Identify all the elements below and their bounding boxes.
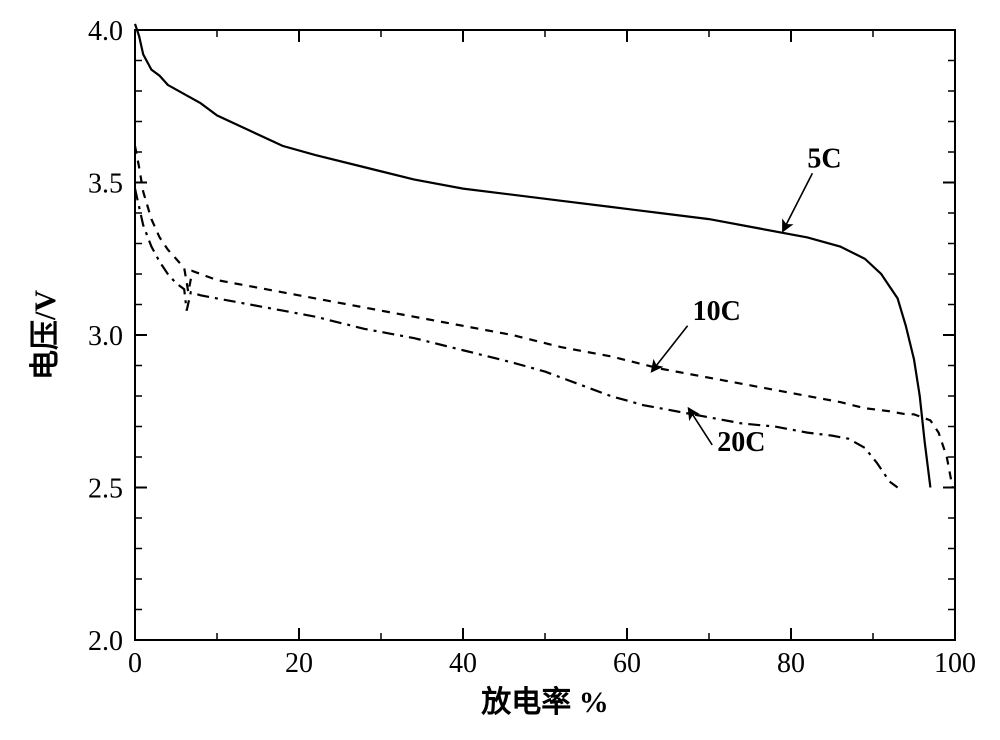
- x-axis-title: 放电率 %: [480, 686, 609, 719]
- x-tick-label: 20: [285, 648, 313, 679]
- y-tick-label: 3.0: [88, 321, 123, 352]
- callout-arrow-20C: [689, 408, 713, 445]
- x-tick-label: 0: [128, 648, 142, 679]
- callout-label-10C: 10C: [693, 296, 741, 327]
- x-tick-label: 100: [934, 648, 976, 679]
- series-5C: [135, 24, 930, 488]
- callout-arrow-10C: [652, 326, 688, 372]
- x-tick-label: 60: [613, 648, 641, 679]
- callout-label-5C: 5C: [807, 143, 841, 174]
- x-tick-label: 40: [449, 648, 477, 679]
- y-tick-label: 2.5: [88, 474, 123, 505]
- x-tick-label: 80: [777, 648, 805, 679]
- callout-label-20C: 20C: [717, 427, 765, 458]
- y-tick-label: 3.5: [88, 169, 123, 200]
- y-tick-label: 4.0: [88, 16, 123, 47]
- plot-frame: [135, 30, 955, 640]
- callout-arrow-5C: [783, 173, 813, 231]
- discharge-curves-chart: 0 20 40 60 80 100 放电率 % 2.0 2.5 3.0 3.5 4.0 电压/V 5C 10…: [0, 0, 1000, 740]
- y-axis-title: 电压/V: [29, 290, 62, 380]
- y-tick-label: 2.0: [88, 626, 123, 657]
